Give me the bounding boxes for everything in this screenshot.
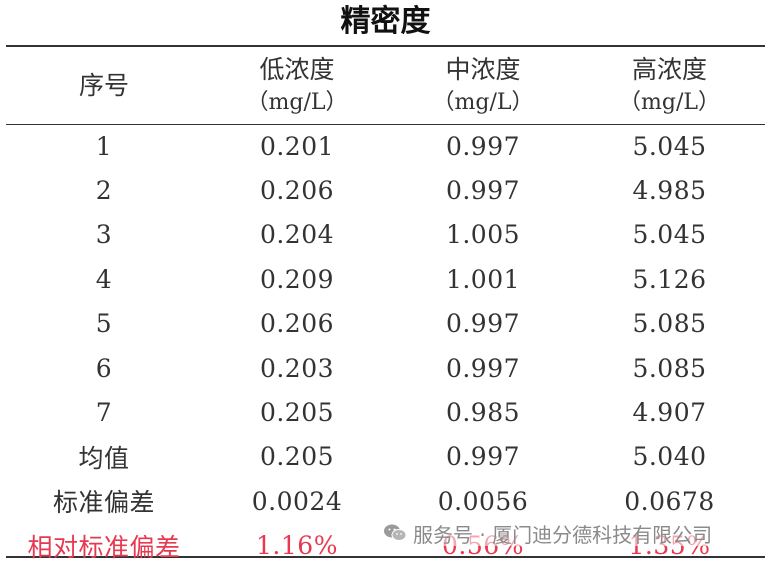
header-unit: （mg/L） <box>619 89 720 115</box>
row-label: 4 <box>95 264 113 294</box>
high-value: 5.045 <box>632 131 707 161</box>
header-index: 序号 <box>6 47 202 124</box>
table-row: 2 0.206 0.997 4.985 <box>6 168 765 212</box>
header-label: 中浓度 <box>445 54 521 84</box>
low-value: 0.205 <box>259 442 335 472</box>
row-label: 2 <box>95 176 113 206</box>
header-label: 序号 <box>78 71 129 100</box>
low-value: 0.204 <box>259 220 335 250</box>
table-row: 3 0.204 1.005 5.045 <box>6 213 765 257</box>
mid-value: 0.985 <box>445 398 521 428</box>
table-row: 7 0.205 0.985 4.907 <box>6 390 765 434</box>
table-row: 6 0.203 0.997 5.085 <box>6 346 765 390</box>
high-value: 4.985 <box>632 176 707 206</box>
low-value: 0.206 <box>259 309 335 339</box>
mid-value: 0.0056 <box>437 486 529 516</box>
high-value: 5.085 <box>632 353 707 383</box>
header-unit: （mg/L） <box>246 89 348 115</box>
row-label: 6 <box>95 353 113 383</box>
header-low: 低浓度 （mg/L） <box>202 47 392 124</box>
low-value: 0.206 <box>259 176 335 206</box>
precision-table: 序号 低浓度 （mg/L） 中浓度 （mg/L） 高浓度 （mg/L） 1 0.… <box>6 47 765 568</box>
mean-row: 均值 0.205 0.997 5.040 <box>6 435 765 479</box>
low-value: 0.209 <box>259 264 335 294</box>
low-value: 0.205 <box>259 398 335 428</box>
row-label: 5 <box>95 309 113 339</box>
low-value: 1.16% <box>256 531 338 561</box>
std-dev-row: 标准偏差 0.0024 0.0056 0.0678 <box>6 479 765 523</box>
row-label: 3 <box>95 220 113 250</box>
table-row: 4 0.209 1.001 5.126 <box>6 257 765 301</box>
table-row: 5 0.206 0.997 5.085 <box>6 302 765 346</box>
row-label: 1 <box>95 131 113 161</box>
bottom-rule <box>6 556 765 558</box>
table-title: 精密度 <box>340 4 431 39</box>
high-value: 5.045 <box>632 220 707 250</box>
mid-value: 1.005 <box>445 220 521 250</box>
row-label: 7 <box>95 398 113 428</box>
header-label: 高浓度 <box>631 54 707 84</box>
low-value: 0.201 <box>259 131 335 161</box>
low-value: 0.0024 <box>251 486 343 516</box>
watermark-text: 服务号 · 厦门迪分德科技有限公司 <box>413 522 713 547</box>
high-value: 5.085 <box>632 309 707 339</box>
header-label: 低浓度 <box>259 54 335 84</box>
high-value: 4.907 <box>632 398 707 428</box>
mid-value: 0.997 <box>445 176 521 206</box>
header-mid: 中浓度 （mg/L） <box>392 47 574 124</box>
high-value: 0.0678 <box>624 486 715 516</box>
row-label: 标准偏差 <box>52 488 155 518</box>
high-value: 5.040 <box>632 442 707 472</box>
header-rule <box>6 124 765 125</box>
wechat-icon <box>384 524 407 541</box>
header-unit: （mg/L） <box>432 89 534 115</box>
top-rule <box>6 45 765 47</box>
header-high: 高浓度 （mg/L） <box>574 47 765 124</box>
mid-value: 0.997 <box>445 309 521 339</box>
low-value: 0.203 <box>259 353 335 383</box>
table-row: 1 0.201 0.997 5.045 <box>6 124 765 168</box>
mid-value: 0.997 <box>445 442 521 472</box>
high-value: 5.126 <box>632 264 707 294</box>
row-label: 均值 <box>78 443 130 473</box>
mid-value: 0.997 <box>445 131 521 161</box>
watermark: 服务号 · 厦门迪分德科技有限公司 <box>383 520 713 547</box>
header-row: 序号 低浓度 （mg/L） 中浓度 （mg/L） 高浓度 （mg/L） <box>6 47 765 124</box>
mid-value: 1.001 <box>445 264 521 294</box>
mid-value: 0.997 <box>445 353 521 383</box>
row-label: 相对标准偏差 <box>27 532 181 562</box>
